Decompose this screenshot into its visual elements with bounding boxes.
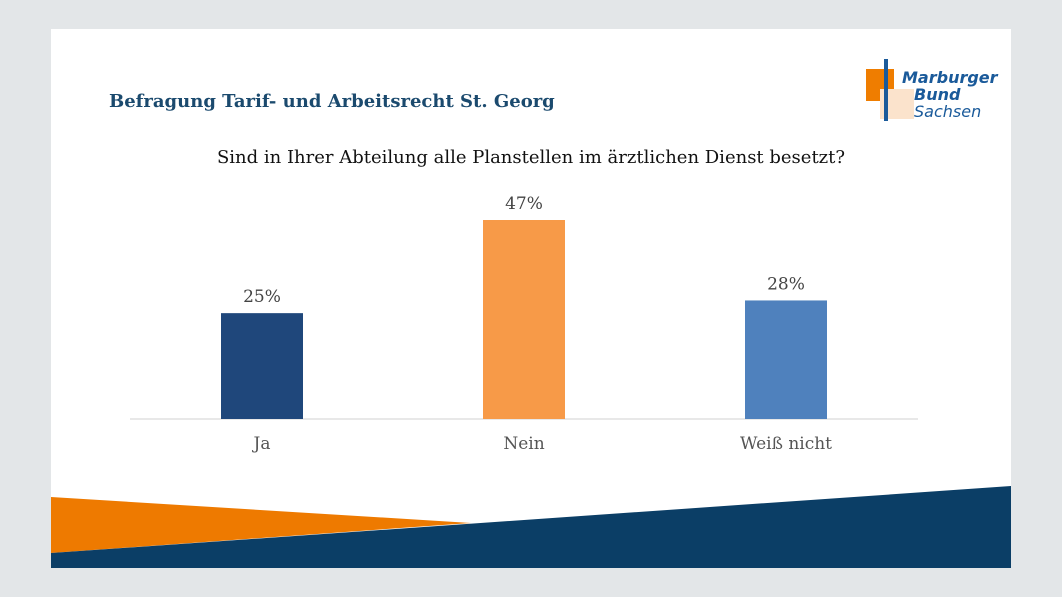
category-label-1: Nein [503, 434, 544, 454]
category-label-0: Ja [252, 434, 271, 454]
chart-title: Sind in Ihrer Abteilung alle Planstellen… [216, 147, 846, 168]
category-label-2: Weiß nicht [740, 434, 832, 454]
bar-chart: 25% Ja 47% Nein 28% Weiß nicht [51, 194, 1011, 568]
orange-band [51, 497, 471, 553]
data-label-2: 28% [767, 274, 805, 294]
page-title: Befragung Tarif- und Arbeitsrecht St. Ge… [109, 91, 555, 112]
slide: Befragung Tarif- und Arbeitsrecht St. Ge… [51, 29, 1011, 568]
logo: Marburger Bund Sachsen [866, 59, 998, 124]
bar-2 [745, 300, 827, 419]
data-label-1: 47% [505, 194, 543, 214]
bar-0 [221, 313, 303, 419]
bar-1 [483, 220, 565, 419]
data-label-0: 25% [243, 287, 281, 307]
navy-band [51, 486, 1011, 568]
